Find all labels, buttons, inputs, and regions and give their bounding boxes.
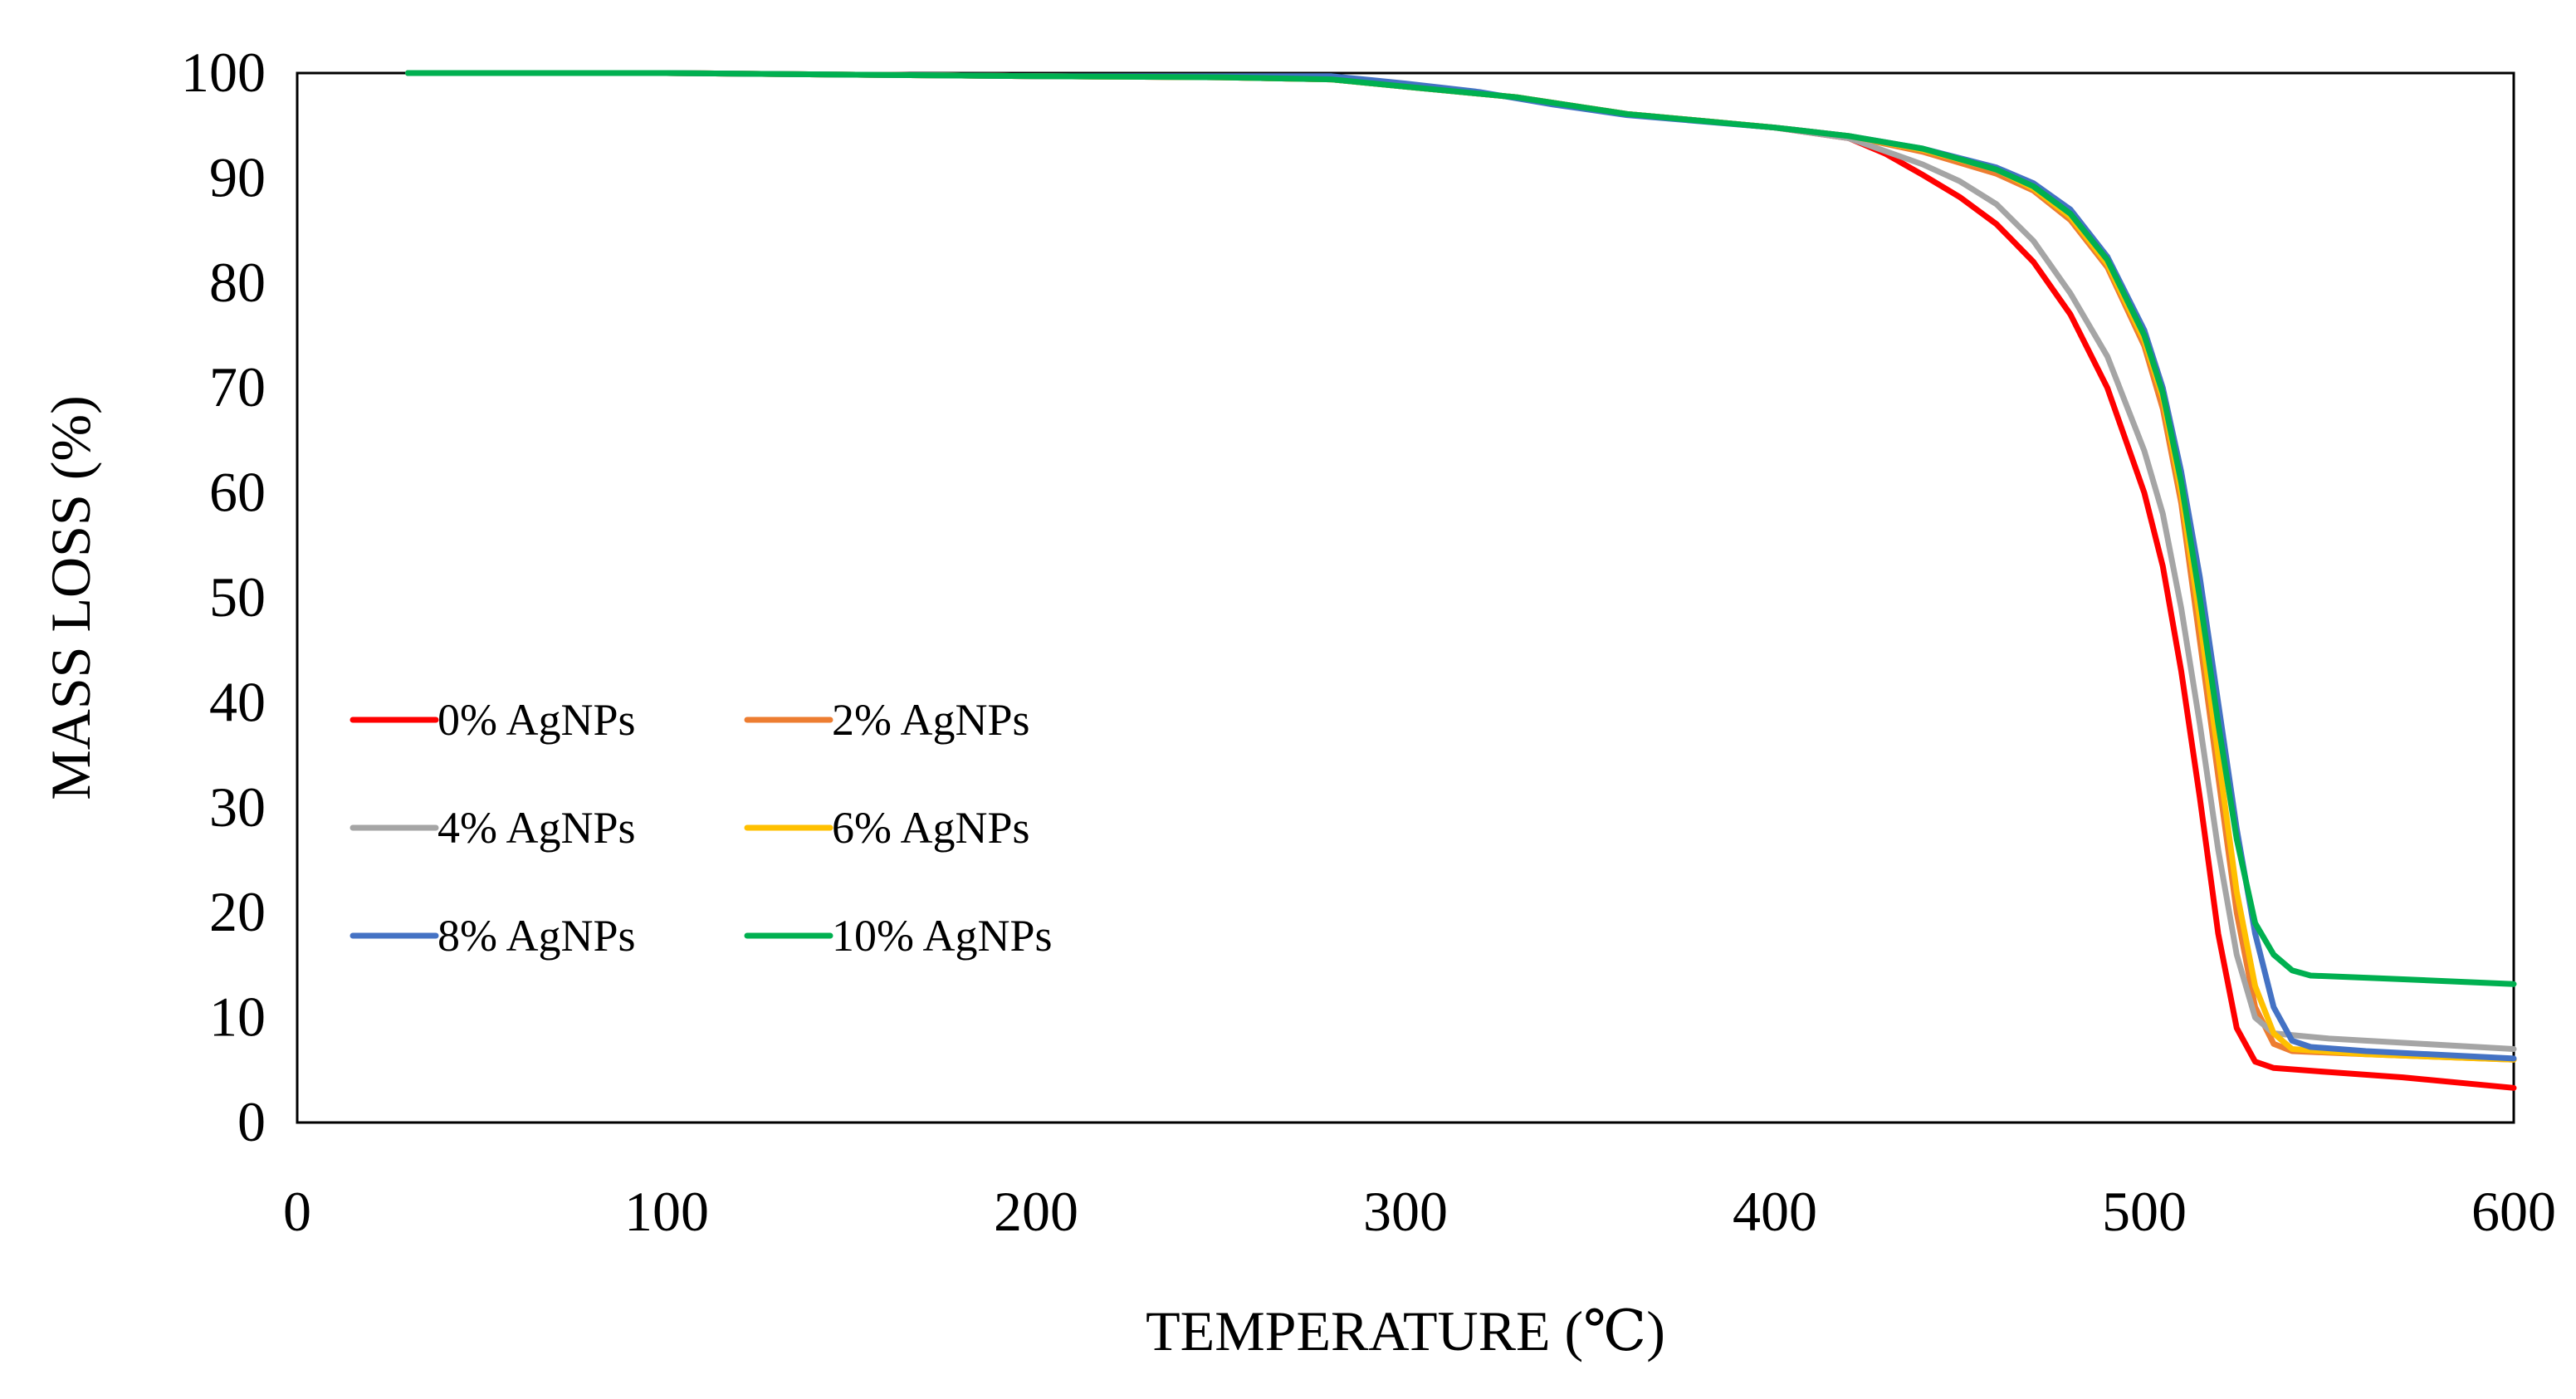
y-tick-label: 0 <box>237 1090 266 1153</box>
legend-label: 2% AgNPs <box>832 695 1030 745</box>
plot-area-frame <box>296 71 2515 1124</box>
x-tick-label: 500 <box>2102 1180 2187 1243</box>
x-axis-title: TEMPERATURE (℃) <box>1146 1299 1665 1362</box>
legend: 0% AgNPs 2% AgNPs 4% AgNPs 6% AgNPs 8% AgNPs… <box>349 695 1053 961</box>
x-tick-label: 400 <box>1733 1180 1817 1243</box>
y-tick-label: 70 <box>209 355 266 418</box>
legend-label: 10% AgNPs <box>832 911 1053 961</box>
x-tick-label: 600 <box>2471 1180 2556 1243</box>
x-tick-label: 300 <box>1363 1180 1448 1243</box>
y-tick-label: 50 <box>209 565 266 629</box>
x-tick-label: 200 <box>994 1180 1078 1243</box>
y-tick-label: 20 <box>209 880 266 943</box>
series-lines <box>405 70 2517 1091</box>
y-axis-ticks: 0 10 20 30 40 50 60 70 80 90 100 <box>181 41 266 1153</box>
legend-label: 8% AgNPs <box>437 911 636 961</box>
y-tick-label: 30 <box>209 775 266 839</box>
legend-label: 6% AgNPs <box>832 803 1030 853</box>
legend-label: 4% AgNPs <box>437 803 636 853</box>
x-tick-label: 100 <box>624 1180 709 1243</box>
series-line-8-agnps <box>405 70 2517 1062</box>
series-line-10-agnps <box>405 70 2517 987</box>
y-tick-label: 60 <box>209 461 266 524</box>
y-tick-label: 40 <box>209 670 266 733</box>
y-tick-label: 100 <box>181 41 266 104</box>
legend-label: 0% AgNPs <box>437 695 636 745</box>
y-tick-label: 10 <box>209 986 266 1049</box>
x-axis-ticks: 0 100 200 300 400 500 600 <box>283 1180 2556 1243</box>
y-tick-label: 80 <box>209 251 266 314</box>
y-tick-label: 90 <box>209 145 266 208</box>
y-axis-title: MASS LOSS (%) <box>39 395 102 800</box>
x-tick-label: 0 <box>283 1180 311 1243</box>
